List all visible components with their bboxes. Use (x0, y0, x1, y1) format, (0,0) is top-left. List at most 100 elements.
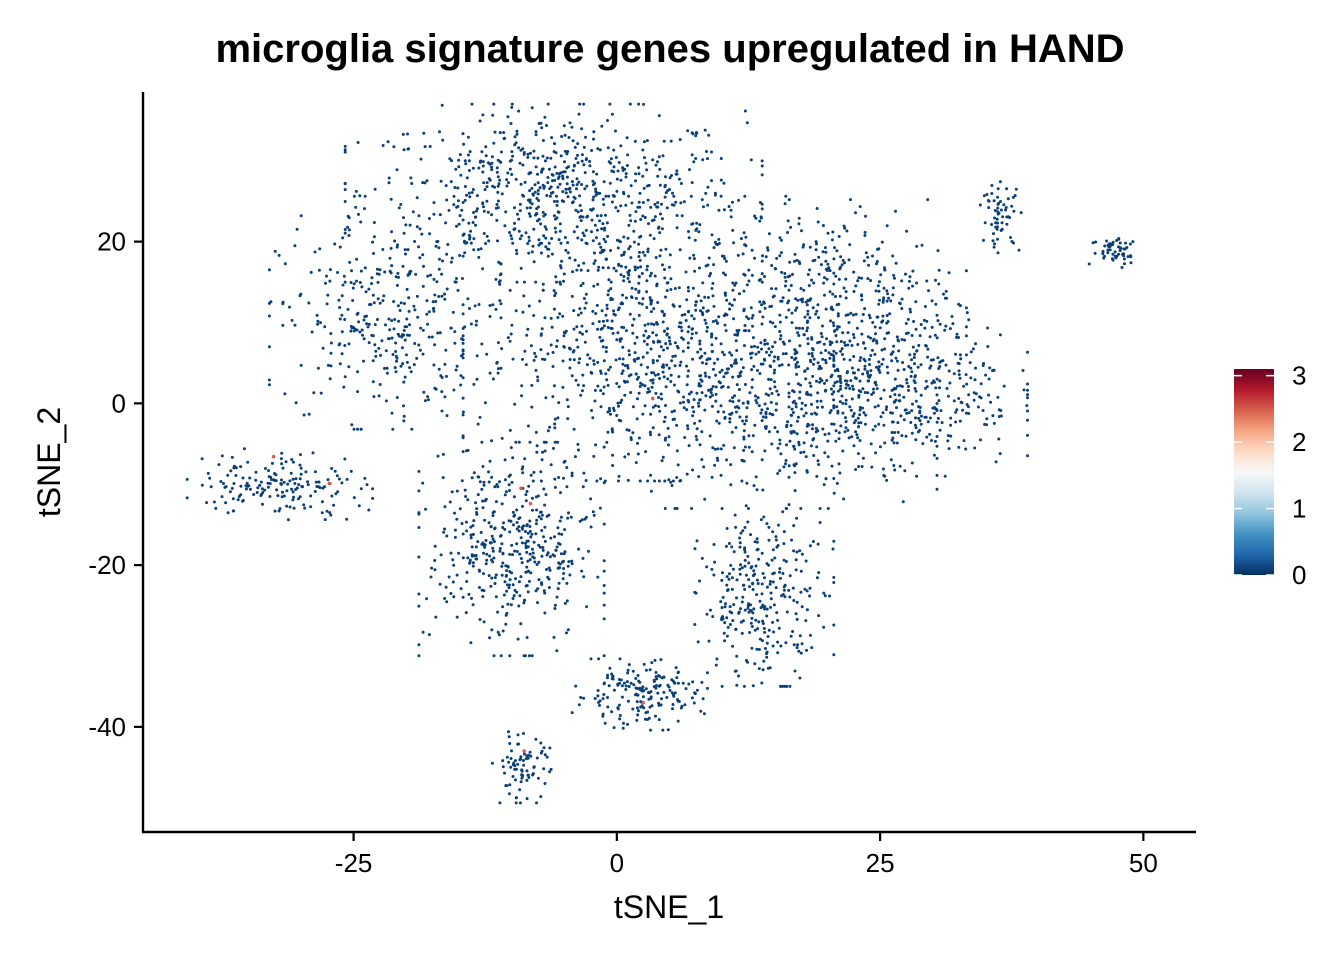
cell-point (558, 542, 562, 546)
cell-point (579, 209, 583, 213)
cell-point (487, 470, 490, 474)
cell-point (452, 388, 456, 392)
cell-point (831, 230, 835, 234)
cell-point (714, 373, 718, 377)
cell-point (817, 255, 821, 259)
cell-point (682, 406, 686, 410)
cell-point (461, 396, 465, 400)
cell-point (496, 630, 500, 634)
cell-point (725, 527, 729, 530)
cell-point (410, 182, 414, 185)
cell-point (362, 337, 366, 341)
cell-point (379, 353, 383, 357)
cell-point (602, 591, 606, 595)
cell-point (782, 558, 786, 562)
cell-point (527, 654, 531, 658)
cell-point (469, 229, 473, 233)
cell-point (751, 582, 755, 586)
cell-point (547, 167, 551, 171)
cell-point (714, 399, 718, 403)
cell-point (392, 327, 396, 331)
cell-point (645, 351, 649, 355)
cell-point (494, 277, 498, 281)
cell-point (699, 347, 703, 351)
cell-point (876, 247, 879, 251)
cell-point (643, 253, 647, 257)
cell-point (675, 507, 679, 510)
cell-point (771, 548, 775, 552)
cell-point (579, 284, 583, 288)
cell-point (642, 140, 646, 144)
cell-point (814, 427, 818, 430)
cell-point (811, 438, 815, 442)
cell-point (810, 278, 813, 282)
cell-point (996, 251, 1000, 255)
cell-point (740, 458, 744, 462)
cell-point (858, 205, 862, 209)
cell-point (638, 235, 642, 239)
cell-point (824, 349, 828, 352)
cell-point (662, 690, 666, 694)
cell-point (823, 451, 827, 455)
cell-point (590, 208, 594, 212)
cell-point (608, 409, 612, 413)
cell-point (593, 181, 597, 185)
cell-point (556, 587, 560, 591)
cell-point (455, 364, 459, 368)
cell-point (693, 547, 697, 551)
cell-point (730, 587, 734, 591)
cell-point (660, 459, 664, 463)
cell-point (459, 383, 463, 387)
cell-point (795, 258, 799, 262)
cell-point (565, 152, 569, 156)
cell-point (356, 141, 360, 144)
cell-point (631, 431, 635, 435)
cell-point (529, 473, 533, 477)
cell-point (966, 405, 970, 409)
cell-point (270, 461, 274, 465)
cell-point (778, 567, 782, 571)
cell-point (954, 352, 958, 356)
cell-point (661, 154, 665, 158)
cell-point (719, 157, 723, 160)
cell-point (659, 248, 663, 252)
cell-point (763, 402, 767, 406)
cell-point (834, 439, 838, 443)
cell-point (572, 427, 576, 431)
cell-point (638, 191, 642, 195)
cell-point (771, 572, 775, 576)
cell-point (404, 252, 407, 256)
cell-point (288, 505, 292, 509)
cell-point (641, 695, 645, 699)
cell-point (806, 312, 810, 316)
cell-point (714, 392, 718, 396)
cell-point (532, 358, 536, 362)
cell-point (870, 393, 874, 396)
cell-point (818, 364, 822, 368)
cell-point (239, 493, 243, 497)
cell-point (728, 399, 732, 403)
cell-point (773, 325, 777, 329)
cell-point (748, 391, 752, 395)
cell-point (480, 150, 484, 154)
cell-point (598, 506, 602, 510)
cell-point (743, 608, 747, 612)
cell-point (1105, 239, 1109, 243)
cell-point (839, 340, 843, 343)
cell-point (529, 151, 532, 155)
cell-point (986, 345, 990, 348)
cell-point (902, 368, 906, 371)
cell-point (529, 571, 533, 575)
cell-point (556, 177, 560, 180)
cell-point (746, 660, 750, 664)
cell-point (371, 293, 375, 297)
cell-point (637, 102, 641, 106)
cell-point (695, 391, 699, 395)
cell-point (786, 219, 790, 223)
cell-point (608, 102, 612, 106)
cell-point (739, 563, 742, 567)
cell-point (503, 493, 507, 497)
cell-point (754, 399, 758, 402)
cell-point (1118, 249, 1122, 253)
cell-point (566, 150, 570, 153)
